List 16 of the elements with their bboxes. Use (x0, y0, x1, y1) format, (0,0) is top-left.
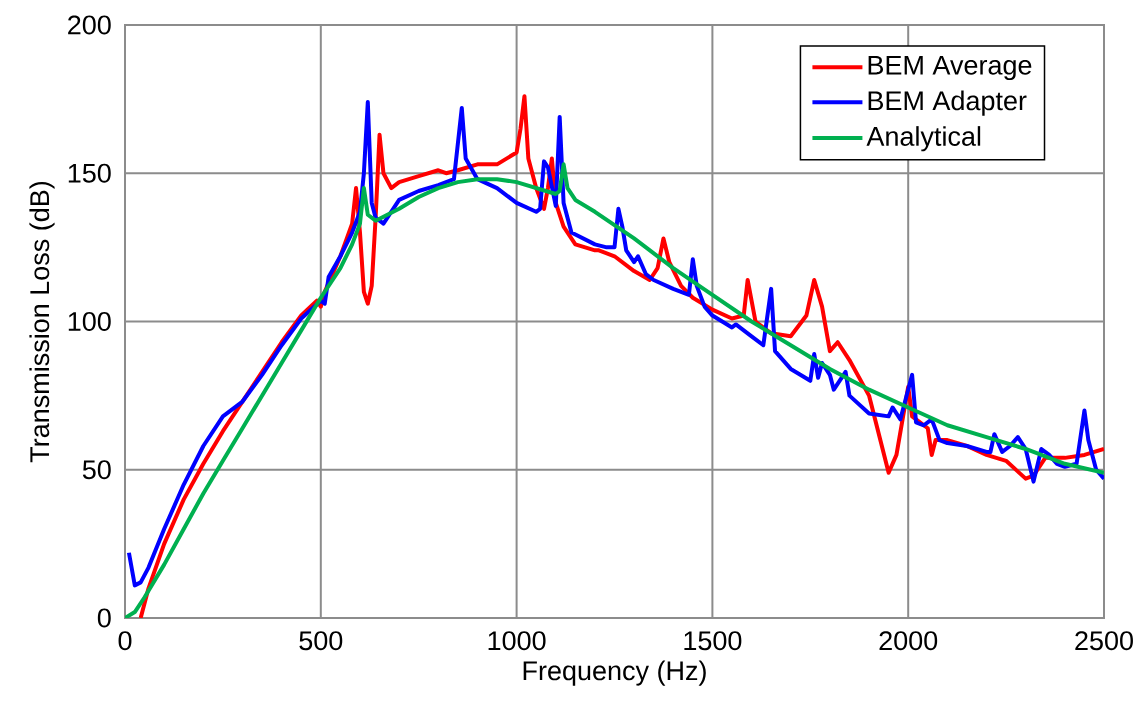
x-axis-title: Frequency (Hz) (523, 660, 706, 686)
legend-label: BEM Average (868, 55, 1032, 81)
legend-label: BEM Adapter (868, 90, 1027, 116)
x-tick-label: 1500 (684, 631, 742, 651)
y-tick-label: 150 (68, 163, 111, 183)
x-tick-label: 500 (299, 631, 343, 651)
y-tick-label: 200 (68, 15, 111, 35)
x-tick-label: 2500 (1075, 631, 1133, 651)
y-tick-label: 0 (97, 608, 111, 628)
x-tick-label: 2000 (879, 631, 938, 651)
y-tick-label: 50 (82, 460, 111, 480)
y-tick-label: 100 (68, 311, 111, 332)
x-tick-label: 0 (118, 631, 132, 651)
y-axis-title: Transmission Loss (dB) (29, 181, 55, 463)
x-tick-label: 1000 (488, 631, 546, 651)
legend-label: Analytical (866, 126, 981, 152)
